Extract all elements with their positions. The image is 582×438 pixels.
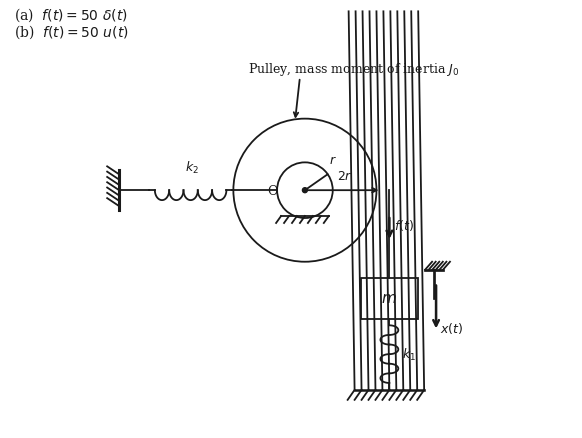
Text: $r$: $r$ [329, 154, 336, 167]
Text: $k_1$: $k_1$ [402, 347, 416, 363]
Text: (a)  $f(t) = 50\ \delta(t)$: (a) $f(t) = 50\ \delta(t)$ [14, 6, 127, 24]
Text: $x(t)$: $x(t)$ [440, 321, 463, 336]
Text: $k_2$: $k_2$ [184, 160, 198, 177]
Text: $m$: $m$ [381, 293, 398, 307]
Text: O: O [267, 185, 278, 198]
Text: Pulley, mass moment of inertia $J_0$: Pulley, mass moment of inertia $J_0$ [249, 61, 460, 78]
Bar [361, 278, 418, 319]
Circle shape [303, 188, 307, 193]
Text: $2r$: $2r$ [337, 170, 353, 183]
Text: $f(t)$: $f(t)$ [395, 219, 414, 233]
Text: (b)  $f(t) = 50\ u(t)$: (b) $f(t) = 50\ u(t)$ [14, 24, 129, 42]
